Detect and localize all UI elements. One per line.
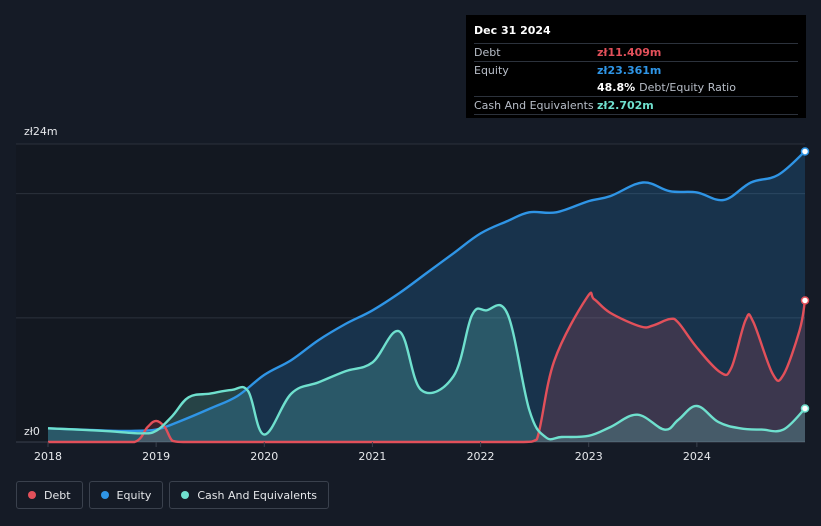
series-end-markers: [800, 147, 810, 413]
legend-item-cash[interactable]: Cash And Equivalents: [169, 481, 329, 509]
x-tick-label: 2020: [250, 450, 278, 463]
tooltip-ratio-caption: Debt/Equity Ratio: [639, 81, 736, 94]
legend-item-equity[interactable]: Equity: [88, 481, 164, 509]
tooltip-date: Dec 31 2024: [474, 24, 551, 37]
legend-label-equity: Equity: [116, 488, 152, 502]
cash-line: [47, 303, 806, 441]
cash-legend-dot-icon: [181, 491, 190, 499]
tooltip-ratio-value: 48.8%: [597, 81, 636, 94]
debt-end-marker: [800, 296, 810, 305]
tooltip-debt-value: zł11.409m: [597, 46, 662, 59]
debt-area: [48, 292, 805, 442]
legend-label-cash: Cash And Equivalents: [197, 488, 317, 502]
y-tick-label-top: zł24m: [24, 125, 58, 138]
legend-label-debt: Debt: [44, 488, 71, 502]
equity-area: [48, 151, 805, 442]
chart-legend: Debt Equity Cash And Equivalents: [16, 481, 329, 509]
x-axis: 2018 2019 2020 2021 2022 2023 2024: [34, 442, 711, 463]
cash-end-marker: [800, 404, 810, 413]
tooltip-cash-label: Cash And Equivalents: [474, 99, 594, 112]
debt-line: [48, 291, 807, 444]
series-lines: [47, 150, 807, 444]
cash-area: [48, 305, 805, 442]
x-tick-label: 2019: [142, 450, 170, 463]
tooltip-row-ratio: 48.8% Debt/Equity Ratio: [474, 79, 798, 96]
tooltip-row-debt: Debt zł11.409m: [474, 43, 798, 61]
legend-item-debt[interactable]: Debt: [16, 481, 83, 509]
debt-legend-dot-icon: [28, 491, 36, 499]
tooltip-equity-label: Equity: [474, 64, 509, 77]
data-tooltip: Dec 31 2024 Debt zł11.409m Equity zł23.3…: [466, 15, 806, 118]
tooltip-ratio-label: [474, 79, 597, 96]
series-areas: [48, 151, 805, 442]
x-tick-label: 2018: [34, 450, 62, 463]
tooltip-row-equity: Equity zł23.361m: [474, 61, 798, 79]
equity-end-marker: [800, 147, 810, 156]
x-tick-label: 2021: [358, 450, 386, 463]
x-tick-label: 2022: [467, 450, 495, 463]
x-tick-label: 2024: [683, 450, 711, 463]
grid-lines: [16, 143, 805, 443]
x-tick-label: 2023: [575, 450, 603, 463]
equity-legend-dot-icon: [100, 491, 109, 499]
y-tick-label-bottom: zł0: [24, 425, 40, 438]
tooltip-debt-label: Debt: [474, 46, 501, 59]
tooltip-row-cash: Cash And Equivalents zł2.702m: [474, 96, 798, 115]
equity-line: [47, 150, 806, 433]
tooltip-cash-value: zł2.702m: [597, 99, 654, 112]
tooltip-equity-value: zł23.361m: [597, 64, 662, 77]
